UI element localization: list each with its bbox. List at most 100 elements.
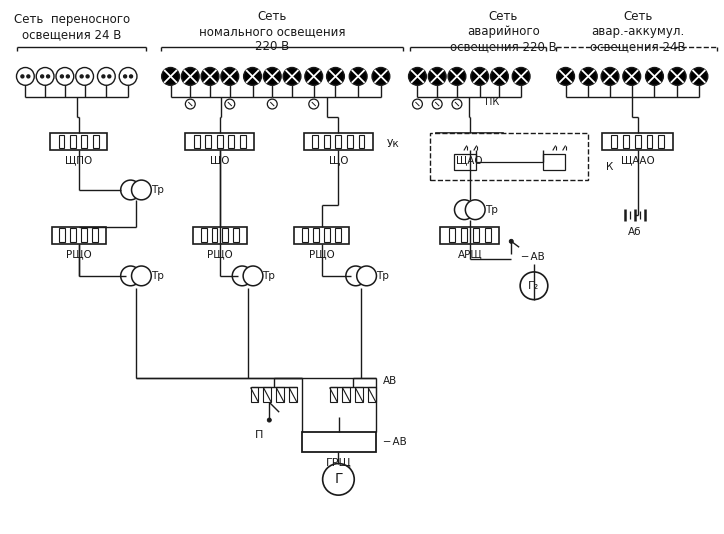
Circle shape xyxy=(448,67,466,85)
Circle shape xyxy=(130,75,132,78)
Bar xyxy=(222,229,228,242)
Circle shape xyxy=(668,67,686,85)
Circle shape xyxy=(520,272,548,300)
Bar xyxy=(440,226,500,244)
Circle shape xyxy=(601,67,619,85)
Bar xyxy=(211,229,217,242)
Text: ЩПО: ЩПО xyxy=(65,155,93,166)
Circle shape xyxy=(201,67,219,85)
Bar xyxy=(611,135,617,148)
Text: Сеть
аварийного
освещения 220 В: Сеть аварийного освещения 220 В xyxy=(450,10,557,53)
Bar xyxy=(295,226,349,244)
Circle shape xyxy=(243,266,263,286)
Circle shape xyxy=(185,99,195,109)
Circle shape xyxy=(46,75,49,78)
Bar xyxy=(355,388,363,402)
Text: ЩО: ЩО xyxy=(210,155,230,166)
Bar xyxy=(473,229,479,242)
Text: Сеть  переносного
освещения 24 В: Сеть переносного освещения 24 В xyxy=(14,13,130,41)
Bar xyxy=(313,229,319,242)
Bar xyxy=(436,132,503,151)
Circle shape xyxy=(466,200,485,219)
Circle shape xyxy=(80,75,83,78)
Text: ГРЩ: ГРЩ xyxy=(326,458,352,468)
Bar xyxy=(658,135,665,148)
Circle shape xyxy=(491,67,508,85)
Bar xyxy=(449,229,455,242)
Circle shape xyxy=(264,67,281,85)
Bar xyxy=(623,135,628,148)
Bar xyxy=(324,135,330,148)
Bar xyxy=(335,135,342,148)
Text: Тр: Тр xyxy=(151,185,164,195)
Text: Сеть
авар.-аккумул.
освещения 24В: Сеть авар.-аккумул. освещения 24В xyxy=(590,10,686,53)
Circle shape xyxy=(119,67,137,85)
Circle shape xyxy=(132,180,151,200)
Bar xyxy=(251,388,258,402)
Circle shape xyxy=(232,266,252,286)
Bar xyxy=(81,229,87,242)
Circle shape xyxy=(67,75,70,78)
Circle shape xyxy=(623,67,641,85)
Bar xyxy=(59,229,65,242)
Circle shape xyxy=(327,67,345,85)
Bar xyxy=(455,135,462,148)
Text: ПК: ПК xyxy=(484,97,499,107)
Text: Тр: Тр xyxy=(484,205,497,215)
Circle shape xyxy=(17,67,34,85)
Circle shape xyxy=(305,67,323,85)
Bar xyxy=(467,135,473,148)
Bar xyxy=(302,432,376,452)
Bar xyxy=(93,135,99,148)
Text: ─ АВ: ─ АВ xyxy=(383,437,407,447)
Circle shape xyxy=(267,99,277,109)
Circle shape xyxy=(60,75,64,78)
Bar xyxy=(70,135,76,148)
Bar xyxy=(647,135,652,148)
Circle shape xyxy=(76,67,93,85)
Bar xyxy=(277,388,284,402)
Bar xyxy=(59,135,64,148)
Bar xyxy=(304,132,373,151)
Bar xyxy=(50,132,107,151)
Circle shape xyxy=(182,67,199,85)
Bar xyxy=(303,229,308,242)
Bar xyxy=(185,132,255,151)
Bar xyxy=(489,135,495,148)
Circle shape xyxy=(690,67,708,85)
Bar xyxy=(70,229,76,242)
Bar xyxy=(335,229,341,242)
Bar xyxy=(454,154,476,170)
Bar xyxy=(635,135,641,148)
Circle shape xyxy=(86,75,89,78)
Bar xyxy=(430,132,589,180)
Text: АРЩ: АРЩ xyxy=(458,249,482,259)
Bar xyxy=(217,135,223,148)
Circle shape xyxy=(267,418,272,422)
Circle shape xyxy=(225,99,235,109)
Text: ЩАО: ЩАО xyxy=(456,155,483,166)
Bar xyxy=(342,388,350,402)
Circle shape xyxy=(408,67,426,85)
Bar xyxy=(240,135,246,148)
Circle shape xyxy=(455,200,474,219)
Circle shape xyxy=(579,67,597,85)
Circle shape xyxy=(509,239,513,244)
Circle shape xyxy=(121,266,140,286)
Circle shape xyxy=(161,67,180,85)
Circle shape xyxy=(357,266,376,286)
Text: Ук: Ук xyxy=(387,138,399,148)
Circle shape xyxy=(108,75,111,78)
Circle shape xyxy=(309,99,319,109)
Text: П: П xyxy=(256,430,264,440)
Circle shape xyxy=(513,67,530,85)
Text: Тр: Тр xyxy=(262,271,275,281)
Circle shape xyxy=(471,67,489,85)
Bar xyxy=(347,135,353,148)
Circle shape xyxy=(349,67,367,85)
Text: РЩО: РЩО xyxy=(308,249,334,259)
Bar xyxy=(543,154,565,170)
Bar xyxy=(229,135,235,148)
Bar xyxy=(233,229,239,242)
Bar xyxy=(201,229,206,242)
